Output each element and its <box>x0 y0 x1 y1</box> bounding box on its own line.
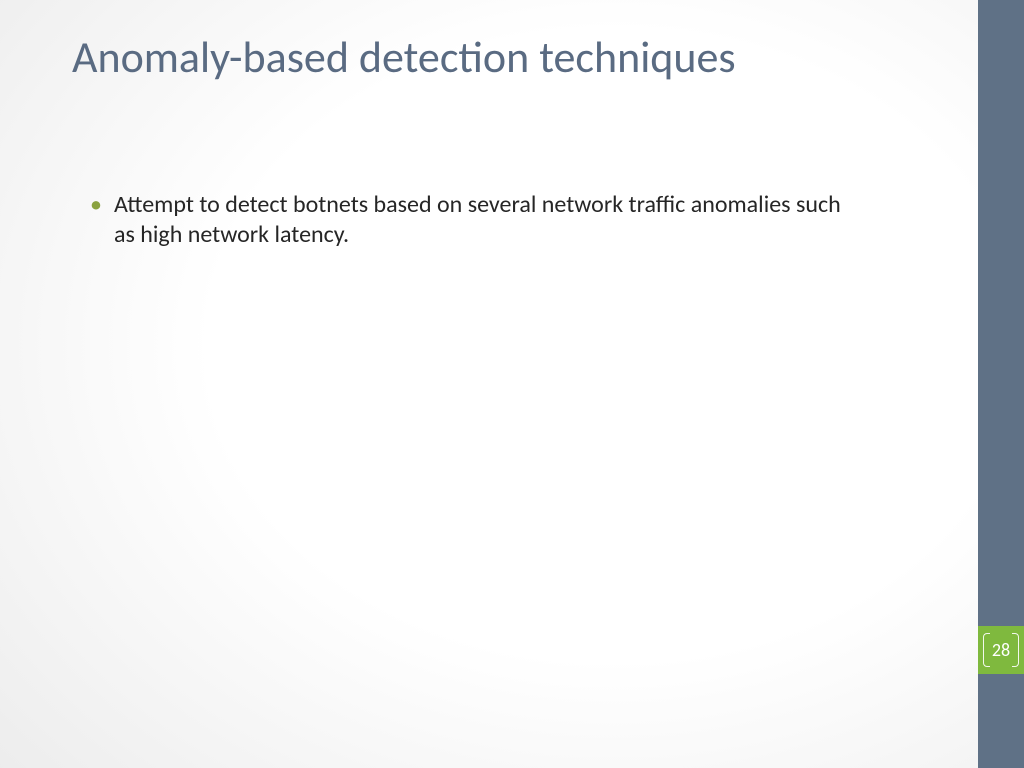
bullet-marker-icon: • <box>90 190 102 220</box>
badge-bracket-icon <box>983 633 1019 667</box>
slide-body: • Attempt to detect botnets based on sev… <box>90 190 850 250</box>
bullet-item: • Attempt to detect botnets based on sev… <box>90 190 850 250</box>
bullet-text: Attempt to detect botnets based on sever… <box>114 190 841 249</box>
slide-title: Anomaly-based detection techniques <box>72 32 792 83</box>
page-number-badge: 28 <box>978 626 1024 674</box>
